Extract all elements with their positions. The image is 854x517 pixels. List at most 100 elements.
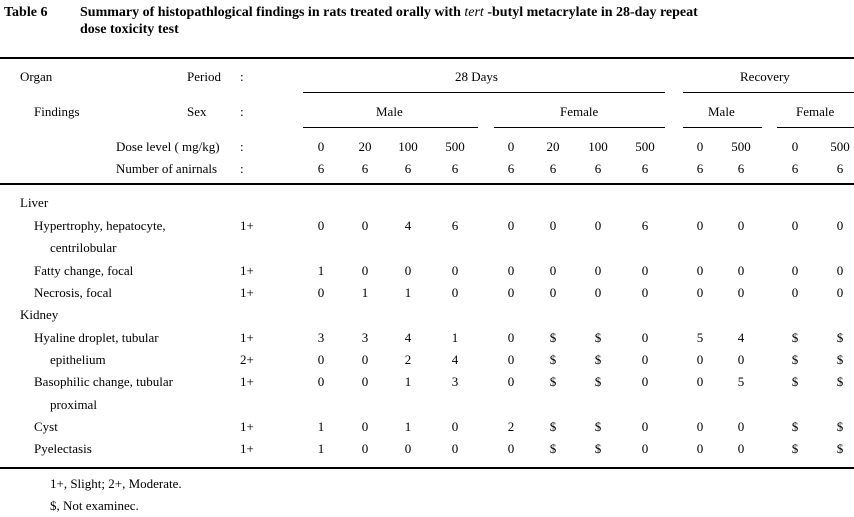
incidence-value: 0 bbox=[836, 263, 844, 278]
incidence-value: $ bbox=[791, 374, 799, 389]
caption-text: Summary of histopathlogical findings in … bbox=[80, 5, 465, 20]
incidence-value: 0 bbox=[737, 263, 745, 278]
incidence-value: 1 bbox=[404, 419, 412, 434]
incidence-value: 4 bbox=[404, 330, 412, 345]
incidence-value: 4 bbox=[737, 330, 745, 345]
dose-value: 0 bbox=[507, 139, 515, 154]
animal-count: 6 bbox=[317, 161, 325, 176]
finding-label: epithelium bbox=[50, 352, 106, 367]
incidence-value: 0 bbox=[696, 419, 704, 434]
incidence-value: 0 bbox=[507, 330, 515, 345]
incidence-value: 1 bbox=[404, 374, 412, 389]
incidence-value: $ bbox=[549, 352, 557, 367]
animal-count: 6 bbox=[361, 161, 369, 176]
incidence-value: 0 bbox=[737, 352, 745, 367]
incidence-value: $ bbox=[791, 352, 799, 367]
grade: 2+ bbox=[240, 352, 254, 367]
incidence-value: 0 bbox=[641, 285, 649, 300]
incidence-value: 1 bbox=[451, 330, 459, 345]
dose-value: 500 bbox=[731, 139, 751, 154]
incidence-value: 0 bbox=[361, 218, 369, 233]
span-rule-female-recovery bbox=[777, 127, 854, 128]
incidence-value: $ bbox=[791, 330, 799, 345]
incidence-value: $ bbox=[836, 419, 844, 434]
finding-label: centrilobular bbox=[50, 240, 117, 255]
caption-text-end: -butyl metacrylate in 28-day repeat bbox=[483, 5, 698, 20]
incidence-value: 0 bbox=[836, 218, 844, 233]
incidence-value: 2 bbox=[404, 352, 412, 367]
incidence-value: 2 bbox=[507, 419, 515, 434]
grade: 1+ bbox=[240, 285, 254, 300]
animal-count: 6 bbox=[404, 161, 412, 176]
incidence-value: $ bbox=[549, 419, 557, 434]
incidence-value: 0 bbox=[641, 263, 649, 278]
incidence-value: 1 bbox=[317, 441, 325, 456]
caption-italic: tert bbox=[464, 5, 484, 20]
colon: : bbox=[240, 161, 244, 176]
incidence-value: 0 bbox=[836, 285, 844, 300]
colon: : bbox=[240, 104, 244, 119]
incidence-value: 0 bbox=[507, 374, 515, 389]
incidence-value: 0 bbox=[507, 441, 515, 456]
incidence-value: 0 bbox=[507, 263, 515, 278]
incidence-value: 0 bbox=[696, 352, 704, 367]
incidence-value: 3 bbox=[361, 330, 369, 345]
incidence-value: 0 bbox=[641, 352, 649, 367]
animal-count: 6 bbox=[696, 161, 704, 176]
incidence-value: 0 bbox=[791, 263, 799, 278]
grade: 1+ bbox=[240, 330, 254, 345]
animal-count: 6 bbox=[549, 161, 557, 176]
dose-value: 100 bbox=[398, 139, 418, 154]
incidence-value: 0 bbox=[361, 263, 369, 278]
incidence-value: $ bbox=[549, 330, 557, 345]
incidence-value: $ bbox=[549, 441, 557, 456]
incidence-value: $ bbox=[594, 352, 602, 367]
organ-label: Kidney bbox=[20, 307, 59, 322]
incidence-value: 0 bbox=[696, 263, 704, 278]
span-rule-recovery bbox=[683, 92, 854, 93]
finding-label: Pyelectasis bbox=[34, 441, 92, 456]
incidence-value: $ bbox=[836, 352, 844, 367]
dose-value: 0 bbox=[791, 139, 799, 154]
period-recovery: Recovery bbox=[740, 69, 790, 84]
incidence-value: 3 bbox=[317, 330, 325, 345]
incidence-value: 0 bbox=[317, 374, 325, 389]
incidence-value: $ bbox=[594, 330, 602, 345]
incidence-value: 0 bbox=[549, 285, 557, 300]
grade: 1+ bbox=[240, 419, 254, 434]
dose-value: 100 bbox=[588, 139, 608, 154]
dose-value: 20 bbox=[546, 139, 560, 154]
grade: 1+ bbox=[240, 218, 254, 233]
sex-male-recovery: Male bbox=[708, 104, 735, 119]
incidence-value: 0 bbox=[317, 352, 325, 367]
finding-label: Necrosis, focal bbox=[34, 285, 112, 300]
incidence-value: 0 bbox=[791, 218, 799, 233]
animal-count: 6 bbox=[836, 161, 844, 176]
incidence-value: 6 bbox=[641, 218, 649, 233]
sex-female-28: Female bbox=[560, 104, 599, 119]
footnote-not-examined: $, Not examinec. bbox=[50, 498, 139, 513]
incidence-value: 0 bbox=[594, 218, 602, 233]
finding-label: proximal bbox=[50, 397, 97, 412]
incidence-value: 0 bbox=[737, 285, 745, 300]
incidence-value: $ bbox=[594, 441, 602, 456]
incidence-value: 1 bbox=[317, 419, 325, 434]
animal-count: 6 bbox=[737, 161, 745, 176]
incidence-value: $ bbox=[594, 374, 602, 389]
sex-female-recovery: Female bbox=[796, 104, 835, 119]
incidence-value: 4 bbox=[451, 352, 459, 367]
dose-value: 0 bbox=[317, 139, 325, 154]
grade: 1+ bbox=[240, 263, 254, 278]
dose-value: 500 bbox=[635, 139, 655, 154]
period-28-days: 28 Days bbox=[455, 69, 498, 84]
incidence-value: 0 bbox=[737, 218, 745, 233]
incidence-value: 0 bbox=[317, 218, 325, 233]
dose-value: 20 bbox=[358, 139, 372, 154]
footnote-grades: 1+, Slight; 2+, Moderate. bbox=[50, 476, 182, 491]
organ-header: Organ bbox=[20, 69, 53, 84]
animal-count: 6 bbox=[791, 161, 799, 176]
incidence-value: 6 bbox=[451, 218, 459, 233]
incidence-value: 0 bbox=[507, 218, 515, 233]
incidence-value: 0 bbox=[549, 218, 557, 233]
finding-label: Hypertrophy, hepatocyte, bbox=[34, 218, 166, 233]
